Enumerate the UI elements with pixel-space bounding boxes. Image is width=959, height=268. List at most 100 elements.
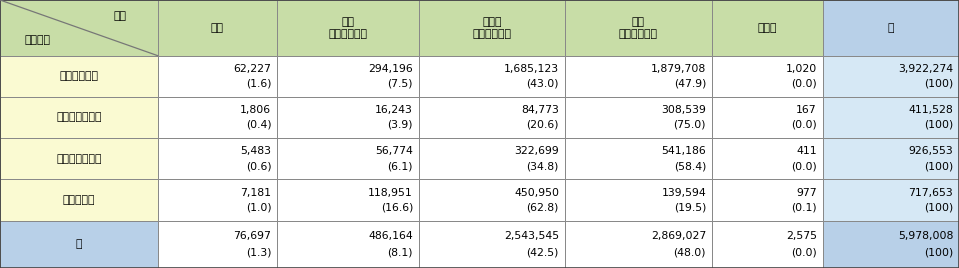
Text: 76,697: 76,697 bbox=[233, 231, 271, 241]
Text: (100): (100) bbox=[924, 120, 953, 130]
Text: 16,243: 16,243 bbox=[375, 105, 413, 115]
Text: 5,978,008: 5,978,008 bbox=[898, 231, 953, 241]
Text: (100): (100) bbox=[924, 248, 953, 258]
Bar bbox=[565, 56, 712, 97]
Text: 118,951: 118,951 bbox=[368, 188, 413, 198]
Bar bbox=[157, 138, 277, 179]
Bar bbox=[712, 0, 823, 56]
Text: 軽症
（外来診療）: 軽症 （外来診療） bbox=[619, 17, 658, 39]
Text: 急　　　　病: 急 病 bbox=[59, 71, 99, 81]
Text: 62,227: 62,227 bbox=[233, 64, 271, 74]
Text: 2,575: 2,575 bbox=[785, 231, 817, 241]
Bar bbox=[0, 138, 157, 179]
Bar bbox=[157, 0, 277, 56]
Bar bbox=[0, 56, 157, 97]
Text: (100): (100) bbox=[924, 79, 953, 89]
Text: (7.5): (7.5) bbox=[387, 79, 413, 89]
Text: 541,186: 541,186 bbox=[662, 146, 706, 156]
Bar bbox=[277, 97, 419, 138]
Text: 3,922,274: 3,922,274 bbox=[899, 64, 953, 74]
Bar bbox=[277, 221, 419, 268]
Text: そ　の　他: そ の 他 bbox=[62, 195, 95, 205]
Text: 486,164: 486,164 bbox=[368, 231, 413, 241]
Text: (1.0): (1.0) bbox=[246, 202, 271, 213]
Text: 交　通　事　故: 交 通 事 故 bbox=[56, 113, 102, 122]
Bar bbox=[157, 179, 277, 221]
Text: 重症
（長期入院）: 重症 （長期入院） bbox=[328, 17, 367, 39]
Bar bbox=[823, 138, 959, 179]
Text: 2,543,545: 2,543,545 bbox=[503, 231, 559, 241]
Text: (6.1): (6.1) bbox=[387, 161, 413, 171]
Text: 167: 167 bbox=[796, 105, 817, 115]
Bar bbox=[565, 97, 712, 138]
Text: (1.6): (1.6) bbox=[246, 79, 271, 89]
Bar bbox=[419, 0, 565, 56]
Text: (75.0): (75.0) bbox=[673, 120, 706, 130]
Bar bbox=[712, 179, 823, 221]
Text: (48.0): (48.0) bbox=[673, 248, 706, 258]
Bar bbox=[823, 0, 959, 56]
Bar bbox=[419, 56, 565, 97]
Bar bbox=[0, 0, 157, 56]
Bar bbox=[277, 56, 419, 97]
Text: その他: その他 bbox=[758, 23, 777, 33]
Text: 450,950: 450,950 bbox=[514, 188, 559, 198]
Text: 84,773: 84,773 bbox=[521, 105, 559, 115]
Text: 411: 411 bbox=[796, 146, 817, 156]
Text: 5,483: 5,483 bbox=[241, 146, 271, 156]
Bar bbox=[823, 56, 959, 97]
Text: 区分: 区分 bbox=[113, 10, 127, 21]
Text: (34.8): (34.8) bbox=[526, 161, 559, 171]
Text: 7,181: 7,181 bbox=[241, 188, 271, 198]
Bar bbox=[565, 0, 712, 56]
Bar bbox=[565, 221, 712, 268]
Text: (0.4): (0.4) bbox=[246, 120, 271, 130]
Text: (0.0): (0.0) bbox=[791, 248, 817, 258]
Bar bbox=[277, 0, 419, 56]
Text: 計: 計 bbox=[887, 23, 894, 33]
Text: (100): (100) bbox=[924, 161, 953, 171]
Text: 717,653: 717,653 bbox=[908, 188, 953, 198]
Bar bbox=[0, 179, 157, 221]
Bar bbox=[712, 138, 823, 179]
Text: 294,196: 294,196 bbox=[368, 64, 413, 74]
Text: (0.0): (0.0) bbox=[791, 120, 817, 130]
Text: 977: 977 bbox=[796, 188, 817, 198]
Text: 1,020: 1,020 bbox=[785, 64, 817, 74]
Text: (58.4): (58.4) bbox=[673, 161, 706, 171]
Bar bbox=[823, 221, 959, 268]
Text: 926,553: 926,553 bbox=[908, 146, 953, 156]
Text: 中等症
（入院診療）: 中等症 （入院診療） bbox=[472, 17, 511, 39]
Bar bbox=[157, 56, 277, 97]
Bar bbox=[823, 179, 959, 221]
Text: 2,869,027: 2,869,027 bbox=[651, 231, 706, 241]
Text: (0.0): (0.0) bbox=[791, 79, 817, 89]
Text: (42.5): (42.5) bbox=[526, 248, 559, 258]
Text: (1.3): (1.3) bbox=[246, 248, 271, 258]
Bar bbox=[565, 179, 712, 221]
Text: 139,594: 139,594 bbox=[662, 188, 706, 198]
Text: 322,699: 322,699 bbox=[514, 146, 559, 156]
Bar bbox=[419, 221, 565, 268]
Text: 死亡: 死亡 bbox=[211, 23, 223, 33]
Text: (0.0): (0.0) bbox=[791, 161, 817, 171]
Bar bbox=[0, 221, 157, 268]
Text: 1,806: 1,806 bbox=[240, 105, 271, 115]
Text: 計: 計 bbox=[76, 239, 82, 249]
Text: (47.9): (47.9) bbox=[673, 79, 706, 89]
Bar bbox=[157, 221, 277, 268]
Bar bbox=[712, 221, 823, 268]
Text: (62.8): (62.8) bbox=[526, 202, 559, 213]
Bar bbox=[712, 56, 823, 97]
Text: 56,774: 56,774 bbox=[375, 146, 413, 156]
Bar bbox=[0, 97, 157, 138]
Text: 308,539: 308,539 bbox=[661, 105, 706, 115]
Bar bbox=[419, 179, 565, 221]
Text: (100): (100) bbox=[924, 202, 953, 213]
Bar bbox=[157, 97, 277, 138]
Bar bbox=[419, 138, 565, 179]
Bar bbox=[277, 179, 419, 221]
Text: (43.0): (43.0) bbox=[526, 79, 559, 89]
Text: (8.1): (8.1) bbox=[387, 248, 413, 258]
Bar bbox=[419, 97, 565, 138]
